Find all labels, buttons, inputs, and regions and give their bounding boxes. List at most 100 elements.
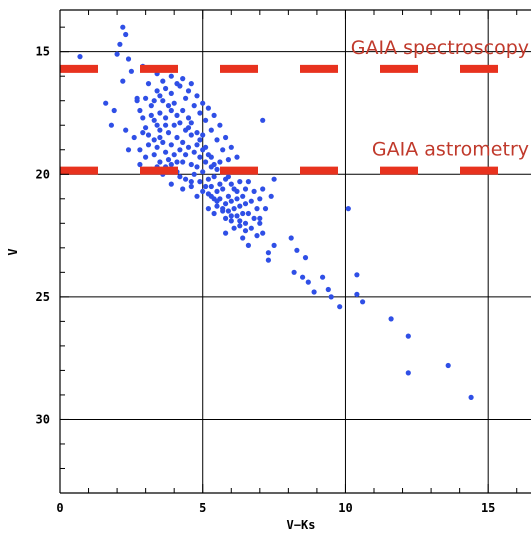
data-point: [168, 90, 174, 96]
data-point: [194, 193, 200, 199]
data-point: [211, 174, 217, 180]
data-point: [305, 279, 311, 285]
data-point: [211, 210, 217, 217]
data-point: [168, 161, 174, 168]
data-point: [251, 215, 257, 221]
data-point: [123, 127, 129, 133]
data-point: [214, 188, 220, 194]
data-point: [257, 215, 263, 221]
data-point: [154, 144, 160, 150]
data-point: [185, 115, 192, 121]
data-point: [223, 230, 229, 236]
data-point: [174, 159, 180, 165]
data-point: [203, 144, 209, 150]
data-point: [125, 147, 132, 153]
data-point: [302, 255, 309, 261]
data-point: [271, 242, 277, 248]
data-point: [254, 206, 260, 212]
data-point: [214, 166, 220, 172]
data-point: [180, 159, 186, 165]
spectroscopy-label: GAIA spectroscopy: [351, 37, 529, 59]
plot-frame: [59, 9, 531, 494]
data-point: [211, 161, 217, 168]
data-point: [240, 193, 246, 199]
data-point: [214, 198, 220, 204]
data-point: [143, 125, 149, 131]
data-point: [194, 142, 200, 148]
data-point: [228, 213, 234, 219]
astrometry-label: GAIA astrometry: [372, 139, 529, 161]
y-axis-title: V: [6, 248, 20, 255]
data-point: [188, 81, 194, 87]
data-point: [171, 122, 177, 128]
data-point: [165, 130, 172, 136]
data-point: [225, 208, 231, 214]
data-point: [117, 41, 123, 47]
data-point: [220, 206, 226, 212]
data-point: [240, 235, 246, 241]
data-point: [185, 125, 192, 131]
data-point: [220, 186, 226, 192]
data-point: [108, 122, 114, 128]
data-point: [191, 103, 197, 109]
data-point: [171, 100, 177, 106]
data-point: [262, 206, 269, 212]
data-point: [165, 103, 172, 109]
data-point: [154, 122, 160, 128]
data-point: [234, 213, 240, 219]
data-point: [154, 88, 160, 94]
data-point: [194, 93, 200, 99]
data-point: [288, 235, 294, 241]
data-point: [128, 68, 134, 74]
data-point: [148, 103, 154, 109]
data-point: [248, 198, 254, 204]
data-point: [203, 117, 209, 123]
data-point: [405, 333, 411, 339]
data-point: [160, 78, 166, 84]
data-point: [148, 112, 154, 118]
data-point: [217, 122, 223, 128]
data-point: [174, 134, 180, 141]
data-point: [197, 179, 203, 185]
data-point: [265, 257, 271, 263]
data-point: [183, 176, 189, 182]
data-point: [245, 242, 251, 248]
data-point: [271, 176, 277, 182]
x-tick-labels: 0 5 10 15: [56, 501, 495, 515]
data-point: [157, 110, 163, 116]
data-point: [197, 154, 203, 160]
data-point: [200, 100, 206, 106]
data-point: [157, 127, 163, 133]
data-point: [137, 147, 143, 153]
data-point: [163, 149, 169, 155]
data-point: [131, 134, 137, 141]
data-point: [160, 98, 166, 104]
data-point: [242, 220, 249, 226]
data-point: [205, 176, 211, 182]
data-point: [237, 203, 243, 209]
y-tick-labels: 15 20 25 30: [36, 45, 50, 427]
data-point: [177, 120, 183, 126]
x-tick-label: 0: [56, 501, 63, 515]
data-point: [188, 132, 194, 138]
data-point: [143, 95, 149, 101]
data-point: [242, 228, 249, 234]
data-point: [168, 107, 174, 114]
data-point: [197, 110, 203, 116]
data-point: [214, 203, 220, 209]
data-point: [174, 81, 180, 87]
data-point: [325, 286, 331, 293]
data-point: [157, 159, 163, 165]
data-point: [242, 186, 249, 192]
data-point: [257, 196, 263, 202]
data-point: [191, 149, 197, 155]
data-point: [191, 171, 197, 177]
data-point: [234, 154, 240, 160]
data-point: [223, 134, 229, 141]
data-point: [151, 98, 157, 104]
data-point: [168, 142, 174, 148]
data-point: [311, 289, 317, 295]
data-point: [237, 223, 243, 229]
y-tick-label: 25: [36, 290, 50, 304]
data-point: [185, 144, 192, 150]
